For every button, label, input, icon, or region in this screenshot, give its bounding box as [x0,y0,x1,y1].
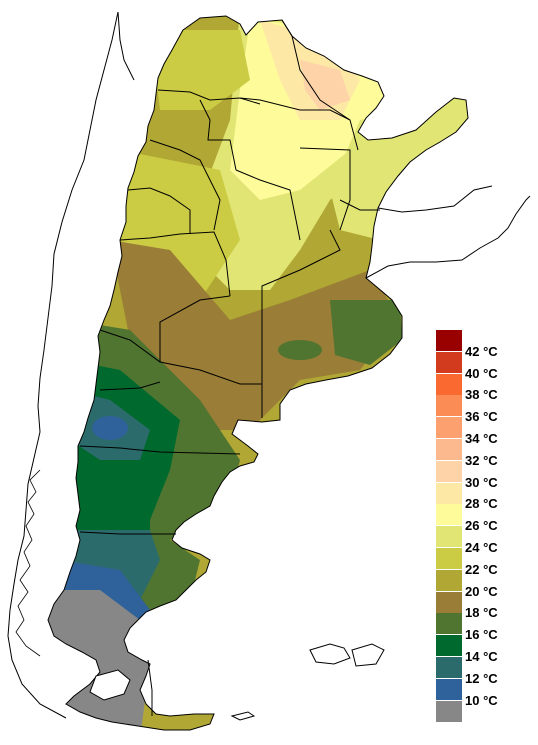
legend-swatch [436,613,462,635]
legend-label: 28 °C [465,496,498,512]
legend-label: 22 °C [465,561,498,577]
legend-label: 20 °C [465,583,498,599]
legend-label: 14 °C [465,649,498,664]
legend-label: 16 °C [465,627,498,643]
legend-label: 10 °C [465,692,498,708]
legend-swatch [436,330,462,351]
chile-fjords [15,469,41,657]
legend-swatch [436,548,462,569]
legend-swatch [436,569,462,591]
malvinas-islands [309,643,385,667]
legend-label: 18 °C [465,605,498,621]
brazil-border [377,185,493,213]
legend-label: 38 °C [465,387,498,403]
legend-swatch [436,460,462,482]
chile-coastline [7,11,119,719]
legend-swatch [436,526,462,548]
chile-east-border [117,11,135,81]
legend-swatch [436,482,462,504]
legend-label: 40 °C [465,365,498,381]
legend-swatch [436,373,462,395]
legend-label: 32 °C [465,452,498,468]
legend-label: 42 °C [465,343,498,359]
legend-swatch [436,439,462,460]
tierra-del-fuego-islands [89,669,131,701]
legend-label: 36 °C [465,409,498,425]
legend-swatch [436,591,462,613]
legend-swatch [436,504,462,526]
legend-label: 12 °C [465,670,498,686]
legend-swatch [436,657,462,678]
legend-swatch [436,678,462,700]
legend-swatch [436,700,462,722]
legend-swatch [436,635,462,657]
legend-swatch [436,351,462,373]
legend-label: 34 °C [465,431,498,446]
uruguay-coastline [365,195,531,279]
province-borders [79,19,380,716]
legend-swatch [436,417,462,439]
isla-de-los-estados [230,711,256,721]
legend-label: 24 °C [465,540,498,555]
legend-label: 30 °C [465,474,498,490]
legend-swatch [436,395,462,417]
legend-label: 26 °C [465,518,498,534]
